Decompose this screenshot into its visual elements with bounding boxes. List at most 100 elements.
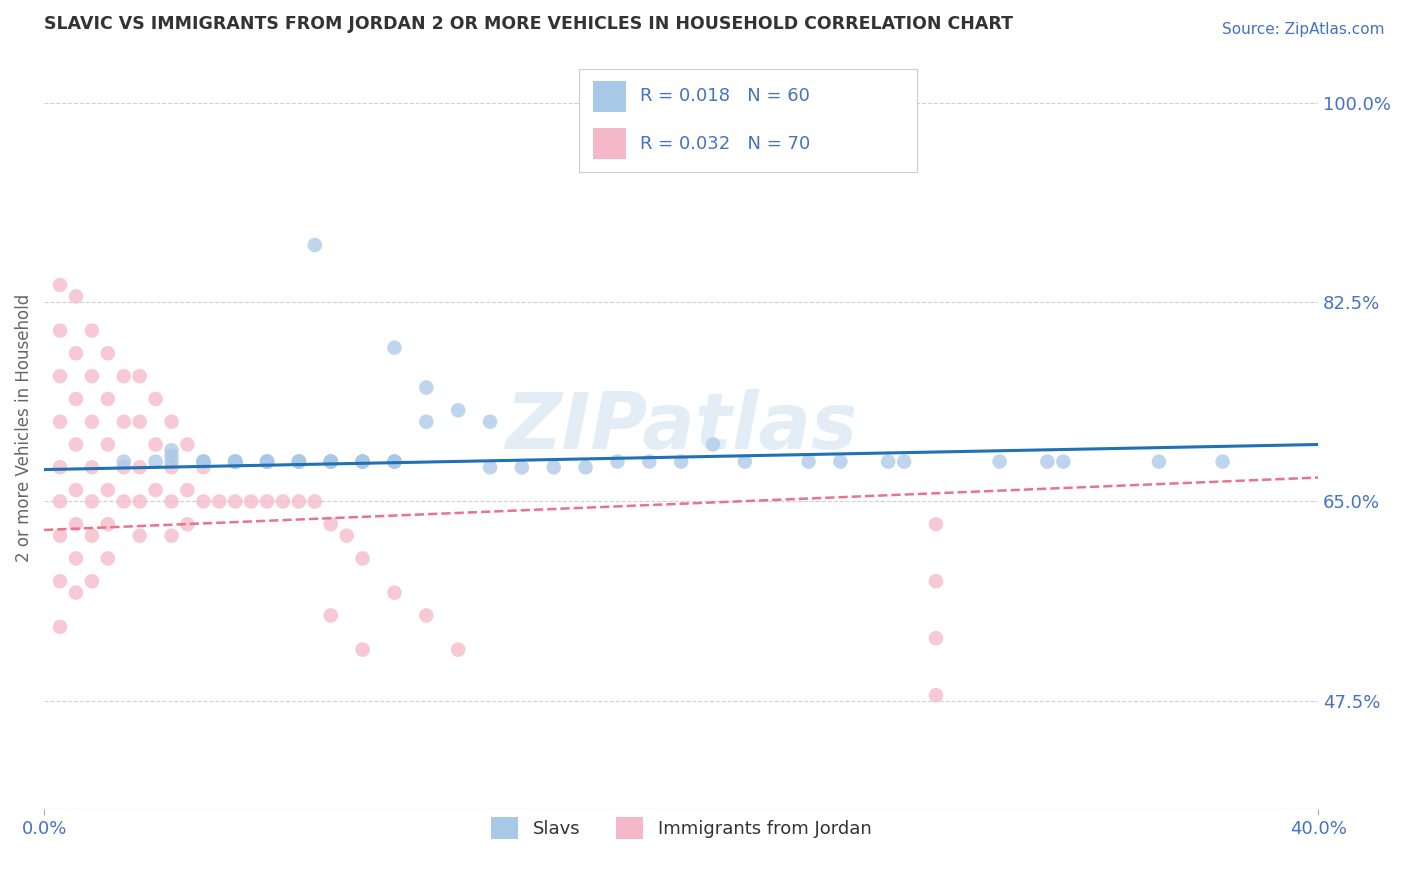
Point: [112, 415, 135, 429]
Point: [734, 454, 756, 468]
Point: [128, 415, 150, 429]
Point: [65, 346, 87, 360]
Point: [80, 574, 103, 589]
Point: [160, 460, 183, 475]
Point: [479, 415, 502, 429]
Point: [510, 460, 533, 475]
Point: [877, 454, 900, 468]
Point: [65, 585, 87, 599]
Point: [352, 454, 374, 468]
Point: [256, 494, 278, 508]
Point: [797, 454, 820, 468]
Point: [319, 454, 342, 468]
Point: [80, 529, 103, 543]
Point: [65, 392, 87, 406]
Point: [271, 494, 294, 508]
Point: [176, 437, 198, 451]
Point: [384, 341, 406, 355]
Point: [176, 483, 198, 497]
Point: [208, 494, 231, 508]
Point: [65, 437, 87, 451]
Point: [606, 454, 628, 468]
Point: [160, 443, 183, 458]
Point: [112, 494, 135, 508]
Point: [224, 454, 246, 468]
Point: [352, 454, 374, 468]
Point: [160, 415, 183, 429]
Point: [447, 642, 470, 657]
Point: [145, 483, 167, 497]
Point: [49, 277, 72, 292]
Point: [1212, 454, 1234, 468]
Point: [193, 460, 215, 475]
Text: SLAVIC VS IMMIGRANTS FROM JORDAN 2 OR MORE VEHICLES IN HOUSEHOLD CORRELATION CHA: SLAVIC VS IMMIGRANTS FROM JORDAN 2 OR MO…: [44, 15, 1014, 33]
Point: [384, 585, 406, 599]
Point: [176, 517, 198, 532]
Point: [256, 454, 278, 468]
Point: [49, 324, 72, 338]
Point: [65, 289, 87, 303]
Point: [1147, 454, 1170, 468]
Point: [80, 324, 103, 338]
Point: [288, 454, 311, 468]
Point: [319, 517, 342, 532]
Point: [160, 454, 183, 468]
Point: [336, 529, 359, 543]
Point: [288, 454, 311, 468]
Point: [193, 454, 215, 468]
Point: [145, 437, 167, 451]
Point: [193, 454, 215, 468]
Point: [193, 494, 215, 508]
Point: [352, 454, 374, 468]
Legend: Slavs, Immigrants from Jordan: Slavs, Immigrants from Jordan: [484, 809, 879, 846]
Point: [128, 460, 150, 475]
Point: [160, 494, 183, 508]
Point: [256, 454, 278, 468]
Point: [240, 494, 263, 508]
Point: [543, 460, 565, 475]
Point: [65, 483, 87, 497]
Point: [352, 454, 374, 468]
Point: [49, 369, 72, 384]
Point: [415, 608, 437, 623]
Point: [160, 529, 183, 543]
Point: [112, 460, 135, 475]
Point: [669, 454, 692, 468]
Point: [49, 494, 72, 508]
Point: [304, 494, 326, 508]
Point: [384, 454, 406, 468]
Point: [415, 415, 437, 429]
Point: [224, 454, 246, 468]
Point: [1052, 454, 1074, 468]
Point: [925, 688, 948, 702]
Point: [893, 454, 915, 468]
Point: [97, 437, 120, 451]
Point: [112, 454, 135, 468]
Point: [352, 642, 374, 657]
Point: [80, 460, 103, 475]
Point: [49, 620, 72, 634]
Point: [319, 608, 342, 623]
Point: [384, 454, 406, 468]
Point: [160, 449, 183, 463]
Point: [97, 483, 120, 497]
Point: [256, 454, 278, 468]
Point: [49, 574, 72, 589]
Point: [925, 574, 948, 589]
Point: [145, 454, 167, 468]
Point: [97, 392, 120, 406]
Point: [574, 460, 596, 475]
Point: [224, 454, 246, 468]
Point: [80, 369, 103, 384]
Point: [49, 460, 72, 475]
Point: [97, 551, 120, 566]
Point: [447, 403, 470, 417]
Text: ZIPatlas: ZIPatlas: [505, 390, 858, 466]
Point: [288, 454, 311, 468]
Point: [830, 454, 852, 468]
Point: [65, 551, 87, 566]
Point: [1036, 454, 1059, 468]
Point: [128, 529, 150, 543]
Point: [925, 631, 948, 645]
Point: [145, 392, 167, 406]
